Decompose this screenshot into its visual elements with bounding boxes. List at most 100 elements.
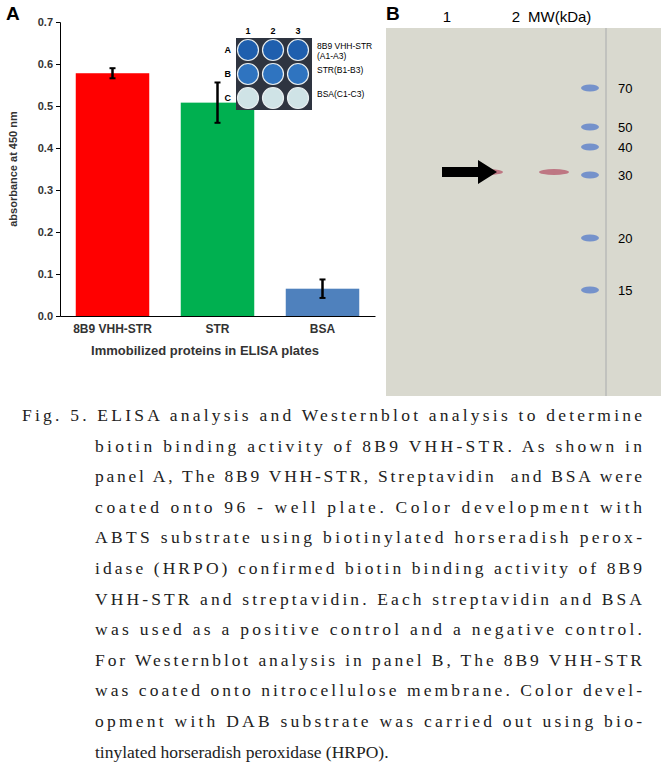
inset-row-label: B [225,69,232,79]
error-bar [215,82,221,122]
chart: 0.00.10.20.30.40.50.60.78B9 VHH-STRSTRBS… [7,16,376,358]
x-tick-label: STR [206,322,230,336]
y-tick-mark [56,190,60,191]
caption-line: was used as a positive control and a neg… [95,619,642,639]
inset: 1 2 3 A 8B9 VHH-STR(A1-A3) B STR(B1-B3) C BSA(C1… [225,26,373,110]
y-tick: 0.5 [38,100,60,112]
x-tick: BSA [310,316,336,336]
y-axis-title: absorbance at 450 nm [7,111,19,227]
caption-line: opment with DAB substrate was carried ou… [95,711,642,731]
mw-marker-label: 70 [618,81,632,96]
y-axis-line [56,23,61,317]
well [288,88,309,109]
inset-row-description: 8B9 VHH-STR [317,41,372,51]
y-tick: 0.1 [38,268,60,280]
panel-label: B [386,3,400,24]
plate [236,38,312,110]
y-axis: 0.0 0.1 0.2 0.3 0.4 0.5 0.6 0.7 [38,16,61,322]
y-tick-label: 0.3 [38,184,53,196]
well [263,88,284,109]
y-tick-label: 0.1 [38,268,53,280]
y-tick: 0.2 [38,226,60,238]
figure: A B 0.0 0.1 0.2 0.3 0.4 0.5 0.6 0.7 8B9 VHH-STR STR… [0,0,666,773]
inset-row-label: C [225,93,232,103]
caption: Fig. 5. ELISA analysis and Westernblot a… [22,405,642,762]
mw-title: MW(kDa) [528,8,591,25]
well [288,40,309,61]
ladder-band [581,124,599,131]
x-tick-label: BSA [310,322,336,336]
mw-marker-label: 50 [618,120,632,135]
ladder-band [581,235,599,242]
caption-line: was coated onto nitrocellulose membrane.… [95,680,642,700]
membrane [386,28,661,396]
y-tick-mark [56,106,60,107]
mw-marker-label: 40 [618,140,632,155]
caption-line: idase (HRPO) confirmed biotin binding ac… [95,558,642,578]
inset-column-label: 1 [245,26,250,36]
y-tick-label: 0.7 [38,16,53,28]
caption-line: panel A, The 8B9 VHH-STR, Streptavidin a… [95,466,642,486]
x-axis-line [61,316,376,317]
inset-row-label: A [225,45,232,55]
y-tick-mark [56,274,60,275]
well [263,40,284,61]
y-tick: 0.0 [38,310,60,322]
x-tick: STR [206,316,230,336]
well [263,64,284,85]
y-tick-mark [56,64,60,65]
mw-marker-label: 30 [618,168,632,183]
bars [76,68,360,316]
y-tick: 0.3 [38,184,60,196]
caption-line: VHH-STR and streptavidin. Each streptavi… [95,589,642,609]
caption-line: ABTS substrate using biotinylated horser… [95,527,642,547]
y-tick-label: 0.0 [38,310,53,322]
inset-column-label: 2 [270,26,275,36]
inset-row-description: STR(B1-B3) [317,65,363,75]
bar [181,103,255,316]
caption-line: coated onto 96 - well plate. Color devel… [95,497,642,517]
mw-marker-label: 20 [618,231,632,246]
lane-label: 2 [512,8,520,25]
caption-line: Fig. 5. ELISA analysis and Westernblot a… [22,405,642,425]
error-bar [320,279,326,297]
y-tick: 0.6 [38,58,60,70]
protein-band [539,169,569,175]
ladder-band [581,144,599,151]
y-tick: 0.4 [38,142,60,154]
x-axis: 8B9 VHH-STR STR BSA [61,316,376,336]
y-tick-label: 0.2 [38,226,53,238]
y-tick-label: 0.4 [38,142,54,154]
inset-row-description: (A1-A3) [317,51,346,61]
well [288,64,309,85]
error-bar [110,68,116,78]
well [238,40,259,61]
ladder-band [581,85,599,92]
inset-column-label: 3 [295,26,300,36]
y-tick-mark [56,232,60,233]
y-tick-label: 0.6 [38,58,53,70]
ladder-band [581,172,599,179]
y-tick-mark [56,22,60,23]
inset-row-description: BSA(C1-C3) [317,89,364,99]
arrow [442,160,497,184]
membrane-edge [605,28,607,396]
mw-marker-label: 15 [618,283,632,298]
y-tick-mark [56,148,60,149]
blot: 1 2 MW(kDa) 70 50 40 30 20 15 [386,8,661,396]
y-tick-label: 0.5 [38,100,53,112]
y-tick: 0.7 [38,16,60,28]
x-axis-title: Immobilized proteins in ELISA plates [91,343,319,358]
bar [76,73,150,316]
x-tick-label: 8B9 VHH-STR [73,322,152,336]
y-tick-mark [56,316,60,317]
ladder-band [581,287,599,294]
caption-line: biotin binding activity of 8B9 VHH-STR. … [95,436,642,456]
panel-label: A [6,3,20,24]
well [238,64,259,85]
caption-line: For Westernblot analysis in panel B, The… [95,650,642,670]
caption-line: tinylated horseradish peroxidase (HRPO). [95,742,389,762]
well [238,88,259,109]
x-tick: 8B9 VHH-STR [73,316,152,336]
lane-label: 1 [443,8,451,25]
